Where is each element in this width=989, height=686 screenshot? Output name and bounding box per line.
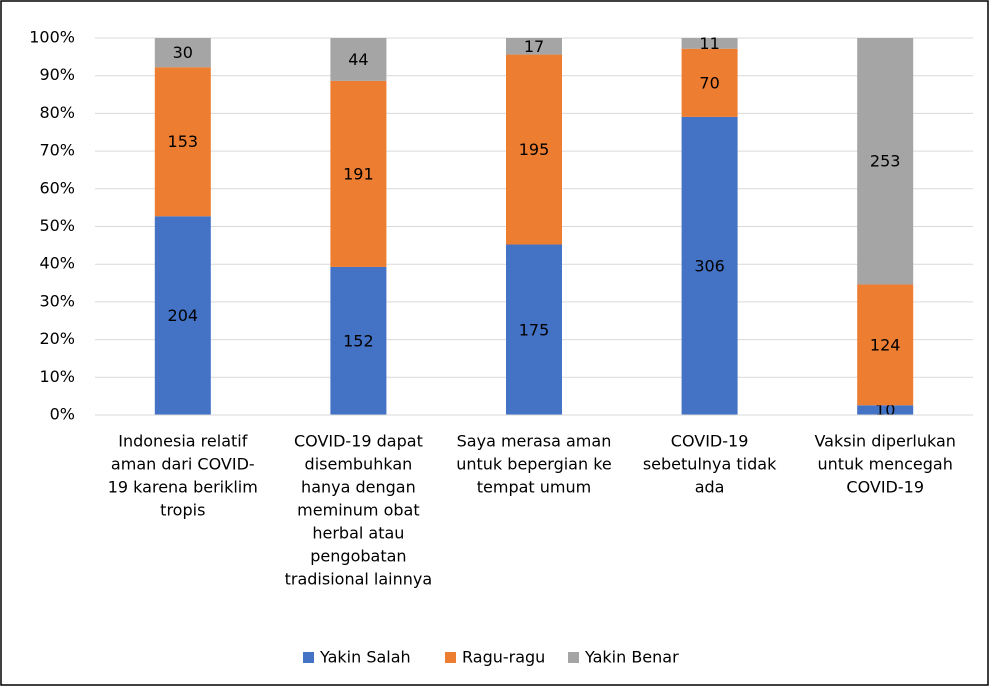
y-tick-label: 90% <box>39 65 75 84</box>
bar-segment <box>506 54 562 245</box>
data-label: 70 <box>699 73 719 92</box>
data-label: 195 <box>519 140 550 159</box>
bar-segment <box>506 38 562 55</box>
bar-segment <box>154 38 211 68</box>
x-tick-label: COVID-19 <box>846 478 924 497</box>
x-tick-label: sebetulnya tidak <box>643 455 777 474</box>
legend-swatch <box>568 652 579 663</box>
legend-label: Yakin Benar <box>584 648 679 667</box>
bar-segment <box>681 48 738 117</box>
x-tick-label: disembuhkan <box>305 455 413 474</box>
y-tick-label: 10% <box>39 367 75 386</box>
x-tick-label: hanya dengan <box>301 478 416 497</box>
y-tick-label: 0% <box>50 405 75 424</box>
legend-label: Ragu-ragu <box>462 648 545 667</box>
x-tick-label: tempat umum <box>477 478 591 497</box>
y-tick-label: 50% <box>39 216 75 235</box>
x-tick-label: Vaksin diperlukan <box>814 432 955 451</box>
data-label: 44 <box>348 50 368 69</box>
y-tick-label: 60% <box>39 178 75 197</box>
x-tick-label: COVID-19 dapat <box>294 432 423 451</box>
x-tick-label: meminum obat <box>297 501 419 520</box>
y-tick-label: 20% <box>39 329 75 348</box>
bar-segment <box>681 116 738 415</box>
bar-segment <box>330 266 387 415</box>
x-tick-label: 19 karena beriklim <box>108 478 258 497</box>
x-tick-label: tradisional lainnya <box>285 570 433 589</box>
data-label: 175 <box>519 320 550 339</box>
x-tick-label: untuk mencegah <box>818 455 953 474</box>
data-label: 124 <box>870 335 901 354</box>
x-tick-label: herbal atau <box>312 524 404 543</box>
y-tick-label: 40% <box>39 254 75 273</box>
bar-segment <box>857 38 914 285</box>
data-label: 17 <box>524 37 544 56</box>
bar-segment <box>154 67 211 217</box>
x-tick-label: COVID-19 <box>671 432 749 451</box>
x-tick-label: tropis <box>160 501 205 520</box>
bar-segment <box>330 38 387 81</box>
x-tick-label: untuk bepergian ke <box>456 455 612 474</box>
data-label: 253 <box>870 152 901 171</box>
bar-segment <box>330 80 387 267</box>
x-tick-label: Saya merasa aman <box>457 432 612 451</box>
y-tick-label: 70% <box>39 141 75 160</box>
x-tick-label: Indonesia relatif <box>118 432 248 451</box>
bar-segment <box>681 38 738 49</box>
data-label: 306 <box>694 256 725 275</box>
data-label: 152 <box>343 331 374 350</box>
legend-swatch <box>303 652 314 663</box>
y-tick-label: 80% <box>39 103 75 122</box>
data-label: 11 <box>699 34 719 53</box>
x-tick-label: ada <box>695 478 725 497</box>
bar-segment <box>506 244 562 415</box>
bar-segment <box>857 405 914 415</box>
y-tick-label: 100% <box>29 28 75 47</box>
y-tick-label: 30% <box>39 291 75 310</box>
data-label: 30 <box>173 43 193 62</box>
x-tick-label: pengobatan <box>310 547 406 566</box>
bar-segment <box>857 284 914 406</box>
legend-swatch <box>445 652 456 663</box>
data-label: 204 <box>168 306 199 325</box>
x-tick-label: aman dari COVID- <box>111 455 255 474</box>
bar-segment <box>154 216 211 415</box>
legend-label: Yakin Salah <box>319 648 411 667</box>
data-label: 191 <box>343 164 374 183</box>
data-label: 153 <box>168 132 199 151</box>
